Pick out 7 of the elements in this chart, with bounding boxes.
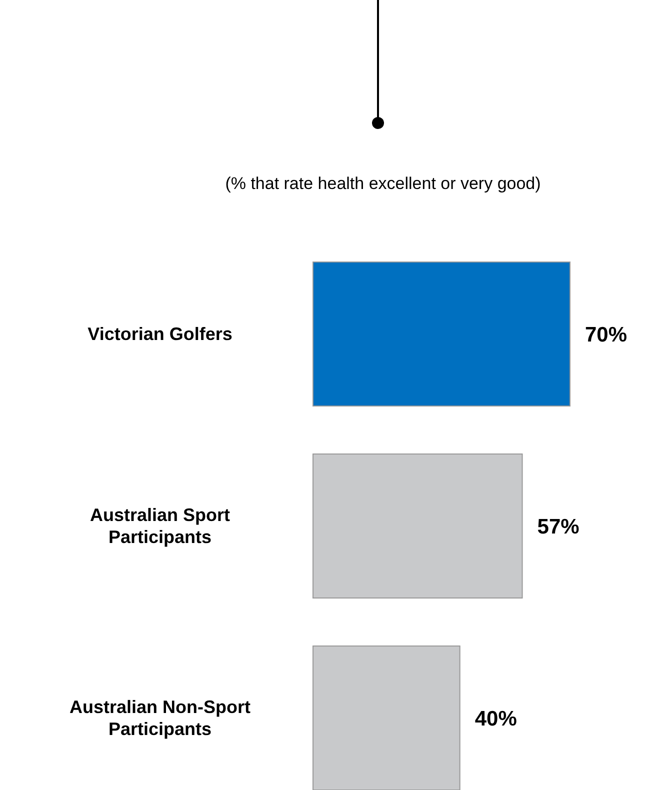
y-tick-label: Australian Non-Sport Participants xyxy=(69,697,251,739)
chart-title: (% that rate health excellent or very good) xyxy=(224,174,542,194)
data-label: 70% xyxy=(585,323,628,346)
data-label: 57% xyxy=(537,515,580,538)
data-label: 40% xyxy=(474,707,518,730)
y-tick-label: Australian Sport Participants xyxy=(90,505,230,547)
y-tick-label: Victorian Golfers xyxy=(88,324,232,344)
